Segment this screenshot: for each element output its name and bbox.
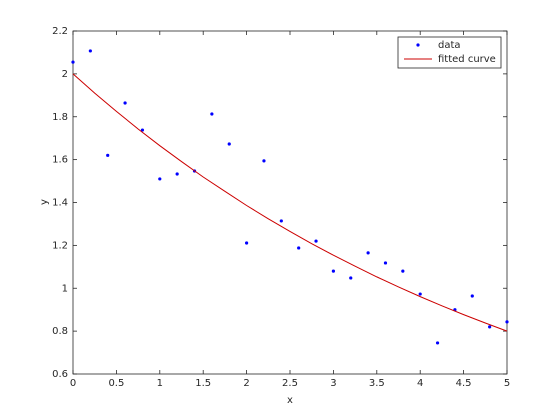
data-point	[331, 269, 335, 273]
data-point	[401, 269, 405, 273]
legend-box	[397, 36, 502, 69]
data-point	[279, 219, 283, 223]
x-tick-label: 2.5	[282, 378, 298, 389]
x-tick-label: 0.5	[108, 378, 124, 389]
y-axis-label: y	[39, 199, 50, 205]
x-tick-label: 3	[330, 378, 336, 389]
y-tick-label: 2.2	[52, 26, 68, 37]
data-point	[245, 241, 249, 245]
data-point	[88, 49, 92, 53]
data-point	[71, 60, 75, 64]
fitted-line	[72, 73, 508, 332]
data-point	[210, 112, 214, 116]
x-tick-label: 5	[504, 378, 510, 389]
data-point	[314, 239, 318, 243]
y-tick-label: 0.6	[52, 369, 68, 380]
y-tick-label: 1.4	[52, 198, 68, 209]
x-tick-label: 4.5	[456, 378, 472, 389]
y-tick-label: 2	[62, 69, 68, 80]
x-tick-label: 2	[243, 378, 249, 389]
y-tick-label: 1	[62, 283, 68, 294]
data-point	[435, 341, 440, 345]
legend-label: fitted curve	[438, 54, 496, 65]
data-point	[227, 142, 231, 146]
axes-box	[72, 30, 508, 375]
legend: data fitted curve	[397, 36, 502, 69]
x-tick-label: 1	[157, 378, 163, 389]
legend-swatch	[416, 43, 420, 47]
y-tick-label: 1.2	[52, 240, 68, 251]
data-point	[470, 294, 474, 298]
y-tick-label: 0.8	[52, 326, 68, 337]
data-point	[505, 320, 509, 324]
x-tick-label: 1.5	[195, 378, 211, 389]
x-tick-label: 3.5	[369, 378, 385, 389]
x-tick-label: 4	[417, 378, 423, 389]
data-point	[418, 292, 422, 296]
data-point	[366, 251, 370, 255]
x-axis-label: x	[287, 395, 293, 406]
data-point	[383, 261, 388, 265]
data-point	[488, 325, 492, 329]
data-point	[140, 128, 145, 132]
data-point	[262, 159, 266, 163]
legend-label: data	[438, 40, 461, 51]
data-point	[106, 153, 110, 157]
data-point	[158, 177, 162, 181]
data-point	[175, 172, 179, 176]
x-tick-label: 0	[70, 378, 76, 389]
data-point	[123, 101, 127, 105]
y-tick-label: 1.8	[52, 112, 68, 123]
data-point	[349, 276, 353, 280]
y-tick-label: 1.6	[52, 155, 68, 166]
data-point	[297, 246, 301, 250]
